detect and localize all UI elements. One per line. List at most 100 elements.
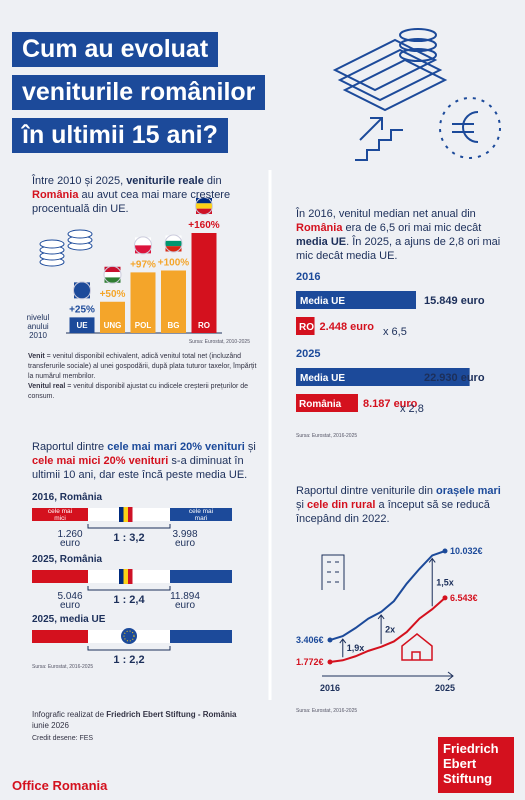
money-icon — [332, 28, 501, 161]
line — [329, 597, 446, 663]
label: mari — [195, 515, 208, 522]
text: În 2016, venitul median net anual din — [296, 208, 476, 220]
text: Infografic realizat de — [32, 710, 107, 719]
row-title: 2016, România — [32, 492, 102, 503]
text: din — [203, 175, 222, 187]
value-label: 3.406€ — [296, 635, 324, 645]
bar — [296, 291, 416, 309]
segment-low — [32, 508, 88, 521]
label: cele mai — [189, 508, 213, 515]
text: Raportul dintre — [32, 441, 108, 453]
source: Sursa: Eurostat, 2016-2025 — [32, 664, 93, 670]
text: cele din rural — [307, 499, 376, 511]
value-label: 2.448 euro — [320, 321, 375, 333]
source: Sursa: Eurostat, 2016-2025 — [296, 708, 357, 714]
footer-credit: Infografic realizat de Friedrich Ebert S… — [32, 710, 237, 720]
bracket — [87, 524, 171, 529]
bar — [69, 317, 95, 333]
ratio-arrow — [428, 557, 436, 607]
text: Între 2010 și 2025, — [32, 175, 127, 187]
flag — [104, 277, 121, 283]
bracket — [87, 646, 171, 651]
x-axis — [322, 671, 454, 681]
coin — [39, 239, 65, 249]
flag-ring — [103, 265, 122, 284]
label: România — [299, 399, 342, 410]
text: orașele mari — [436, 485, 501, 497]
text: și — [244, 441, 256, 453]
text: Venit — [28, 353, 45, 360]
segment-low — [32, 630, 88, 643]
bar — [296, 368, 470, 386]
flag — [135, 245, 151, 254]
label: euro — [175, 600, 195, 611]
row-title: 2025, România — [32, 554, 102, 565]
value-label: 1.772€ — [296, 657, 324, 667]
flag — [165, 246, 182, 252]
flag — [121, 628, 137, 644]
text: Raportul dintre veniturile din — [296, 485, 437, 497]
multiplier: x 2,8 — [400, 403, 424, 415]
x-tick-label: UE — [76, 321, 88, 330]
house — [401, 633, 433, 661]
value-label: 11.894 — [170, 591, 200, 602]
logo: Friedrich Ebert Stiftung — [438, 737, 514, 793]
x-tick-label: BG — [168, 321, 180, 330]
value-label: +97% — [130, 259, 156, 270]
text: cele mai mari 20% venituri — [107, 441, 245, 453]
label: euro — [175, 538, 195, 549]
line — [329, 550, 446, 641]
year: 2016 — [296, 271, 320, 283]
label: RO — [299, 322, 314, 333]
flag — [196, 198, 212, 204]
ratio: 1 : 2,4 — [113, 594, 145, 606]
text: cele mai mici 20% venituri — [32, 455, 169, 467]
point — [327, 637, 333, 643]
annotation: 2x — [385, 624, 395, 634]
office: Office Romania — [12, 778, 108, 793]
footer-drawings: Credit desene: FES — [32, 735, 94, 742]
value-label: 6.543€ — [450, 593, 478, 603]
source: Sursa: Eurostat, 2010-2025 — [189, 339, 250, 345]
text: era de 6,5 ori mai mic decât — [342, 222, 482, 234]
label: euro — [60, 600, 80, 611]
definition: Venit = venitul disponibil echivalent, a… — [28, 352, 258, 382]
flag — [123, 507, 128, 522]
ratio: 1 : 3,2 — [113, 532, 144, 544]
label: Media UE — [300, 373, 345, 384]
value-label: +160% — [188, 220, 220, 231]
coin — [67, 229, 93, 239]
logo-line: Friedrich — [443, 741, 499, 756]
text: . În 2025, a ajuns de 2,8 ori mai mic de… — [296, 236, 501, 262]
flag-ring — [164, 234, 183, 253]
multiplier: x 6,5 — [383, 326, 407, 338]
bar — [130, 272, 156, 333]
text: Friedrich Ebert Stiftung - România — [106, 710, 237, 719]
value-label: 1.260 — [57, 529, 82, 540]
annotation: 1,5x — [436, 577, 454, 587]
flag — [128, 569, 133, 584]
logo-line: Ebert — [443, 756, 477, 771]
building — [321, 554, 345, 590]
x-tick-label: 2016 — [320, 683, 340, 693]
urban-text: Raportul dintre veniturile din orașele m… — [296, 484, 506, 526]
flag-ring — [134, 236, 152, 255]
text: s-a diminuat în ultimii 10 ani, dar este… — [32, 455, 248, 481]
point — [442, 595, 448, 601]
flag — [104, 272, 121, 278]
text: = venitul disponibil ajustat cu indicele… — [28, 383, 249, 400]
row-title: 2025, media UE — [32, 614, 106, 625]
definitions: Venit = venitul disponibil echivalent, a… — [28, 352, 258, 402]
flag-stars — [123, 630, 135, 642]
value-label: 22.930 euro — [424, 372, 485, 384]
flag — [196, 208, 212, 214]
annotation: 1,9x — [347, 643, 365, 653]
bar — [191, 233, 217, 333]
ratio-arrow — [377, 614, 385, 644]
bracket — [87, 586, 171, 591]
point — [442, 548, 448, 554]
median-text: În 2016, venitul median net anual din Ro… — [296, 207, 506, 263]
segment-high — [170, 570, 232, 583]
text: = venitul disponibil echivalent, adică v… — [28, 353, 257, 380]
